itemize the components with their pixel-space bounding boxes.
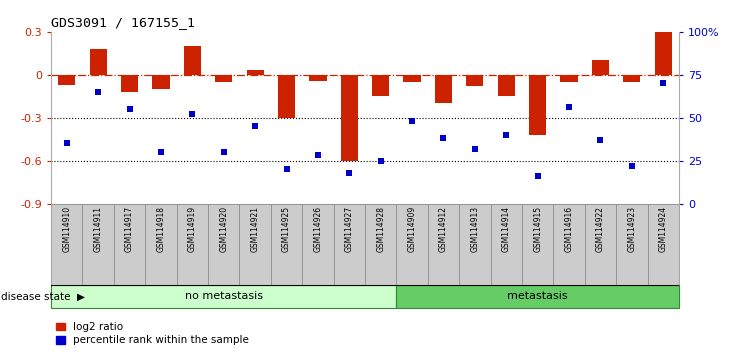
Point	[187, 112, 199, 117]
Bar	[114, 204, 145, 285]
Bar	[592, 61, 609, 75]
Bar	[648, 204, 679, 285]
Text: GSM114919: GSM114919	[188, 206, 197, 252]
Bar	[177, 204, 208, 285]
Legend: log2 ratio, percentile rank within the sample: log2 ratio, percentile rank within the s…	[56, 322, 249, 345]
Bar	[121, 75, 138, 92]
Bar	[82, 204, 114, 285]
Text: GSM114921: GSM114921	[250, 206, 260, 252]
Bar	[208, 204, 239, 285]
Text: GSM114917: GSM114917	[125, 206, 134, 252]
Bar	[396, 204, 428, 285]
Text: GSM114924: GSM114924	[658, 206, 668, 252]
Point	[124, 106, 136, 112]
Point	[218, 149, 229, 155]
Bar	[553, 204, 585, 285]
Bar	[466, 75, 483, 86]
Bar	[623, 75, 640, 82]
Bar	[428, 204, 459, 285]
Bar	[334, 204, 365, 285]
Point	[626, 163, 638, 169]
Bar	[491, 204, 522, 285]
Text: GSM114923: GSM114923	[627, 206, 637, 252]
Bar	[616, 204, 648, 285]
Bar	[561, 75, 577, 82]
Bar	[341, 75, 358, 161]
Text: GSM114925: GSM114925	[282, 206, 291, 252]
Bar	[153, 75, 169, 89]
Text: GDS3091 / 167155_1: GDS3091 / 167155_1	[51, 16, 195, 29]
Text: GSM114922: GSM114922	[596, 206, 605, 252]
Text: GSM114915: GSM114915	[533, 206, 542, 252]
Bar	[396, 285, 679, 308]
Bar	[585, 204, 616, 285]
Text: GSM114913: GSM114913	[470, 206, 480, 252]
Bar	[184, 46, 201, 75]
Text: GSM114912: GSM114912	[439, 206, 448, 252]
Point	[469, 146, 481, 152]
Point	[250, 124, 261, 129]
Bar	[58, 75, 75, 85]
Text: no metastasis: no metastasis	[185, 291, 263, 302]
Bar	[145, 204, 177, 285]
Bar	[655, 32, 672, 75]
Bar	[271, 204, 302, 285]
Point	[564, 104, 575, 110]
Point	[501, 132, 512, 138]
Bar	[310, 75, 326, 80]
Bar	[239, 204, 271, 285]
Point	[375, 158, 387, 164]
Bar	[365, 204, 396, 285]
Point	[595, 137, 607, 143]
Bar	[302, 204, 334, 285]
Point	[281, 166, 293, 172]
Text: GSM114920: GSM114920	[219, 206, 228, 252]
Text: GSM114928: GSM114928	[376, 206, 385, 252]
Point	[312, 153, 324, 158]
Bar	[459, 204, 491, 285]
Point	[406, 118, 418, 124]
Text: GSM114926: GSM114926	[313, 206, 323, 252]
Text: disease state  ▶: disease state ▶	[1, 291, 85, 302]
Bar	[51, 285, 396, 308]
Text: GSM114914: GSM114914	[502, 206, 511, 252]
Point	[344, 170, 356, 176]
Bar	[529, 75, 546, 135]
Bar	[498, 75, 515, 96]
Bar	[435, 75, 452, 103]
Bar	[51, 204, 82, 285]
Text: GSM114909: GSM114909	[407, 206, 417, 252]
Point	[61, 141, 73, 146]
Text: GSM114911: GSM114911	[93, 206, 103, 252]
Text: GSM114918: GSM114918	[156, 206, 166, 252]
Point	[92, 89, 104, 95]
Text: GSM114910: GSM114910	[62, 206, 72, 252]
Bar	[404, 75, 420, 82]
Point	[155, 149, 167, 155]
Text: GSM114927: GSM114927	[345, 206, 354, 252]
Text: GSM114916: GSM114916	[564, 206, 574, 252]
Bar	[372, 75, 389, 96]
Point	[658, 81, 669, 86]
Bar	[247, 70, 264, 75]
Bar	[215, 75, 232, 82]
Bar	[90, 49, 107, 75]
Bar	[278, 75, 295, 118]
Point	[438, 136, 450, 141]
Text: metastasis: metastasis	[507, 291, 568, 302]
Point	[532, 173, 544, 179]
Bar	[522, 204, 553, 285]
